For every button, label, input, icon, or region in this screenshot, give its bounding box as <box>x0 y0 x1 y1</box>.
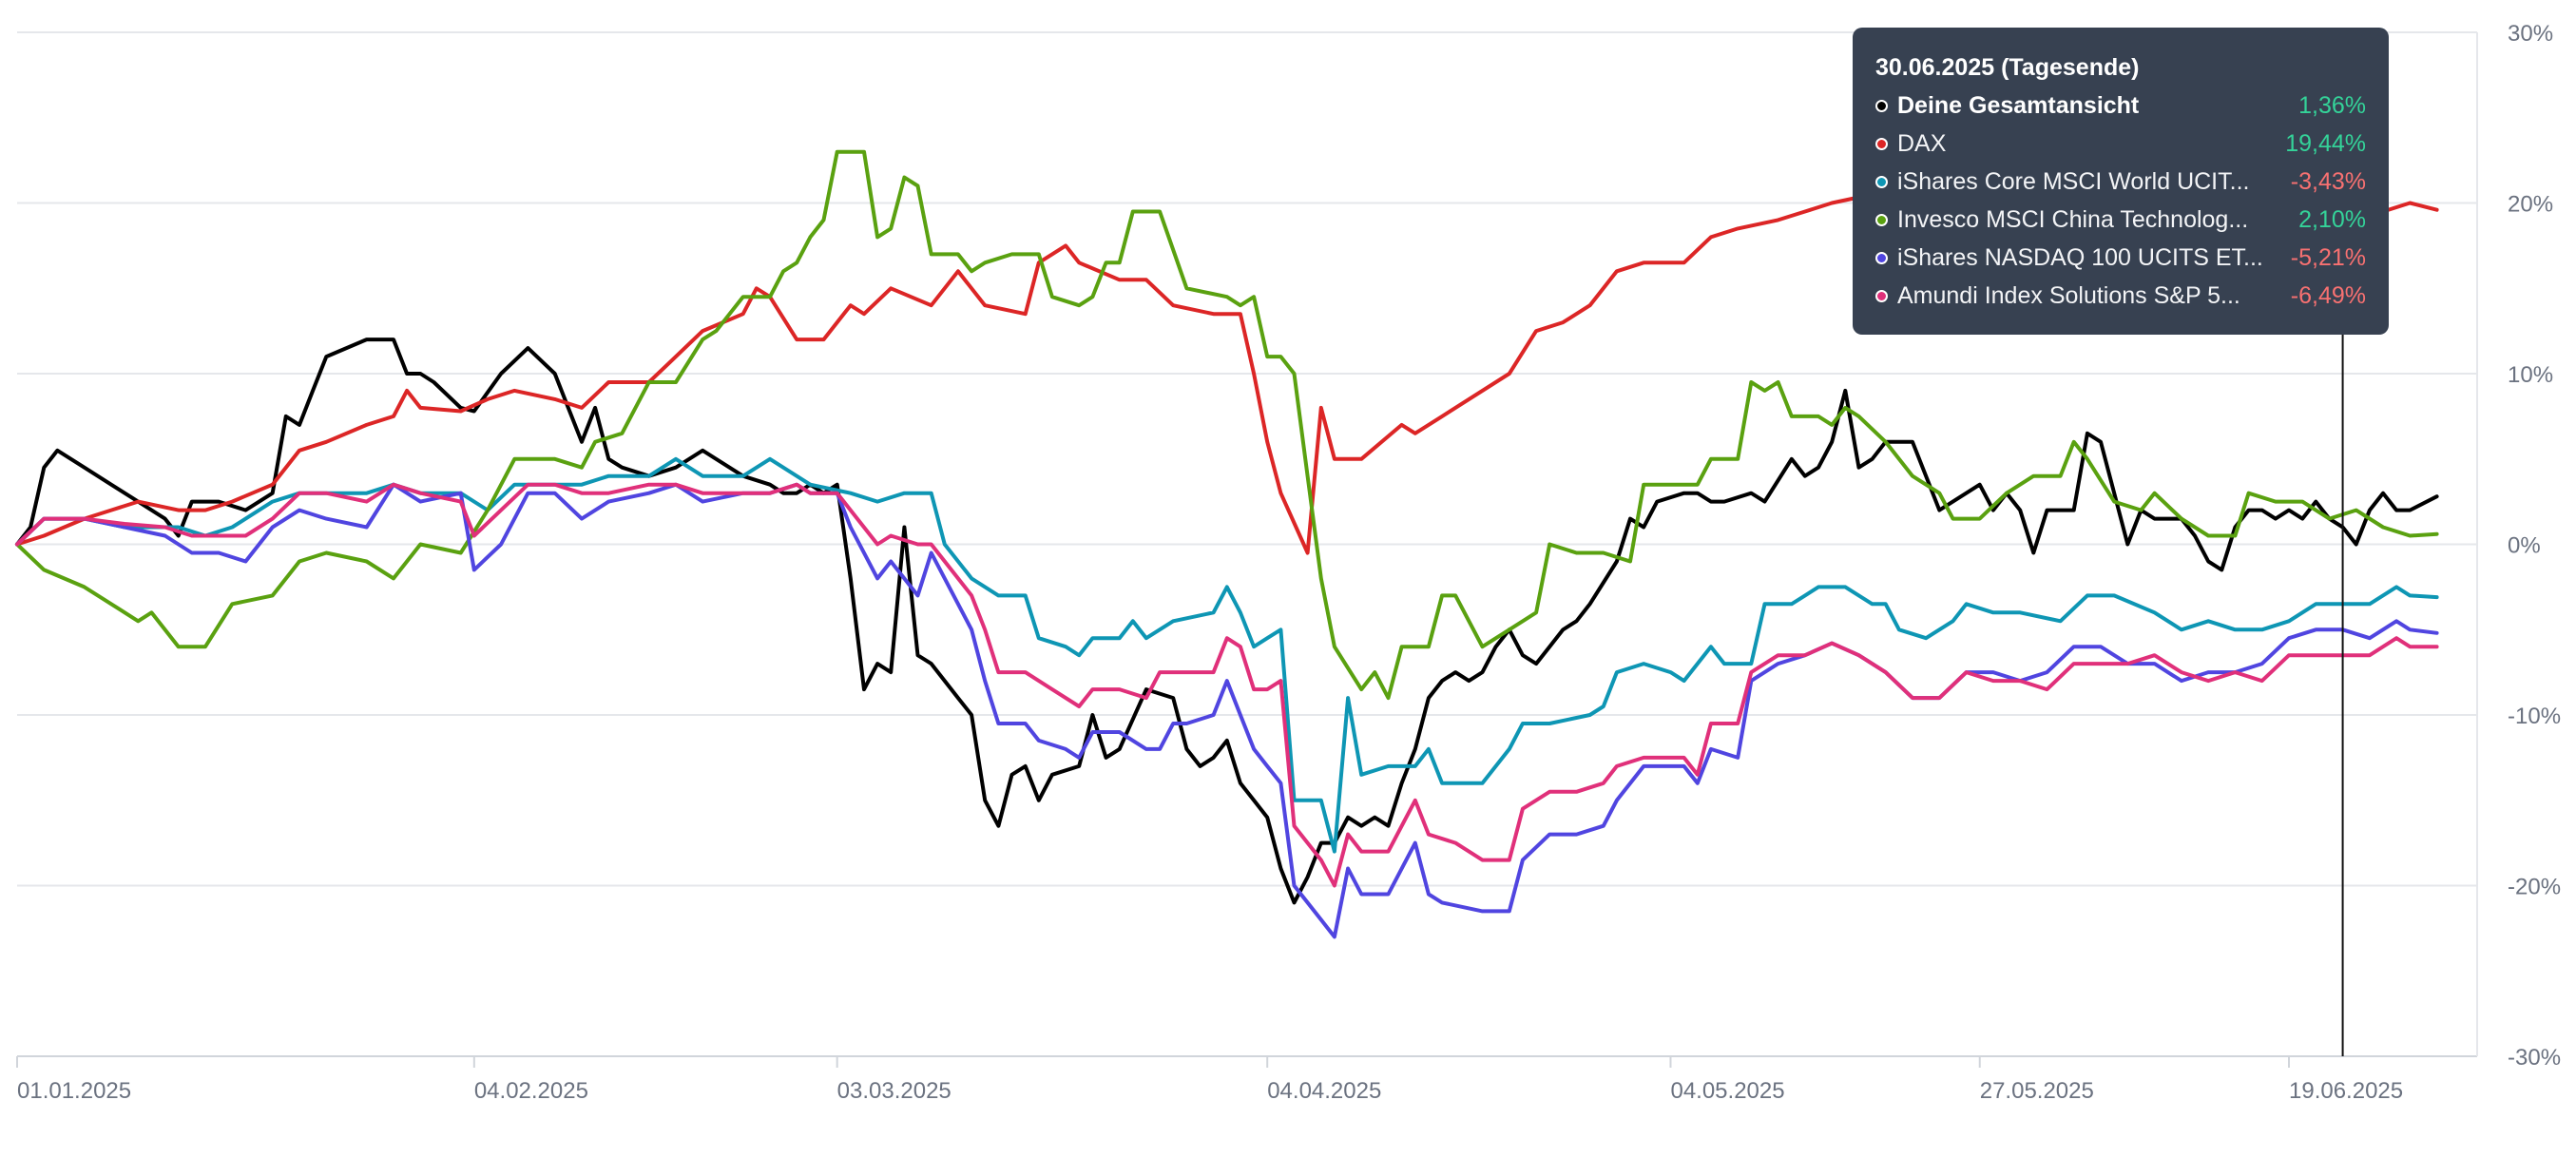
x-tick-label: 19.06.2025 <box>2289 1078 2403 1104</box>
y-tick-label: 30% <box>2508 21 2553 47</box>
tooltip-row: Amundi Index Solutions S&P 5... -6,49% <box>1875 277 2366 315</box>
series-line <box>15 338 2439 905</box>
legend-dot-icon <box>1875 99 1888 112</box>
series-lines <box>15 149 2439 939</box>
x-tick-label: 04.04.2025 <box>1267 1078 1381 1104</box>
x-tick-label: 01.01.2025 <box>17 1078 131 1104</box>
legend-dot-icon <box>1875 289 1888 302</box>
tooltip-series-value: 1,36% <box>2298 91 2366 119</box>
x-tick-label: 04.02.2025 <box>474 1078 588 1104</box>
axes: 30% 20% 10% 0% -10% -20% -30% 01.01.2025 04.02.2… <box>16 21 2561 1104</box>
tooltip-series-name: DAX <box>1897 129 1947 157</box>
tooltip-series-value: 2,10% <box>2298 205 2366 233</box>
legend-dot-icon <box>1875 175 1888 188</box>
tooltip-series-name: Amundi Index Solutions S&P 5... <box>1897 281 2240 309</box>
tooltip-row: Deine Gesamtansicht 1,36% <box>1875 87 2366 125</box>
tooltip-series-value: -3,43% <box>2290 167 2366 195</box>
y-tick-label: -10% <box>2508 704 2561 729</box>
series-line <box>15 482 2439 888</box>
tooltip-series-value: -6,49% <box>2290 281 2366 309</box>
tooltip-series-name: iShares Core MSCI World UCIT... <box>1897 167 2250 195</box>
y-tick-label: 20% <box>2508 192 2553 218</box>
tooltip-row: iShares Core MSCI World UCIT... -3,43% <box>1875 163 2366 201</box>
tooltip-row: iShares NASDAQ 100 UCITS ET... -5,21% <box>1875 239 2366 277</box>
tooltip-row: Invesco MSCI China Technolog... 2,10% <box>1875 201 2366 239</box>
series-line <box>15 482 2439 939</box>
hover-tooltip: 30.06.2025 (Tagesende) Deine Gesamtansic… <box>1853 28 2389 335</box>
x-tick-label: 03.03.2025 <box>837 1078 952 1104</box>
series-line <box>15 456 2439 854</box>
tooltip-title: 30.06.2025 (Tagesende) <box>1875 54 2140 81</box>
y-tick-label: -20% <box>2508 875 2561 900</box>
legend-dot-icon <box>1875 251 1888 264</box>
tooltip-series-name: Deine Gesamtansicht <box>1897 91 2140 119</box>
tooltip-series-value: -5,21% <box>2290 243 2366 271</box>
series-line <box>15 149 2439 701</box>
tooltip-series-value: 19,44% <box>2285 129 2366 157</box>
x-tick-label: 04.05.2025 <box>1670 1078 1784 1104</box>
tooltip-series-name: Invesco MSCI China Technolog... <box>1897 205 2249 233</box>
y-tick-label: -30% <box>2508 1045 2561 1071</box>
x-tick-label: 27.05.2025 <box>1980 1078 2094 1104</box>
tooltip-series-name: iShares NASDAQ 100 UCITS ET... <box>1897 243 2263 271</box>
legend-dot-icon <box>1875 137 1888 150</box>
y-tick-label: 0% <box>2508 533 2541 559</box>
legend-dot-icon <box>1875 213 1888 226</box>
tooltip-row: DAX 19,44% <box>1875 125 2366 163</box>
y-tick-label: 10% <box>2508 362 2553 388</box>
